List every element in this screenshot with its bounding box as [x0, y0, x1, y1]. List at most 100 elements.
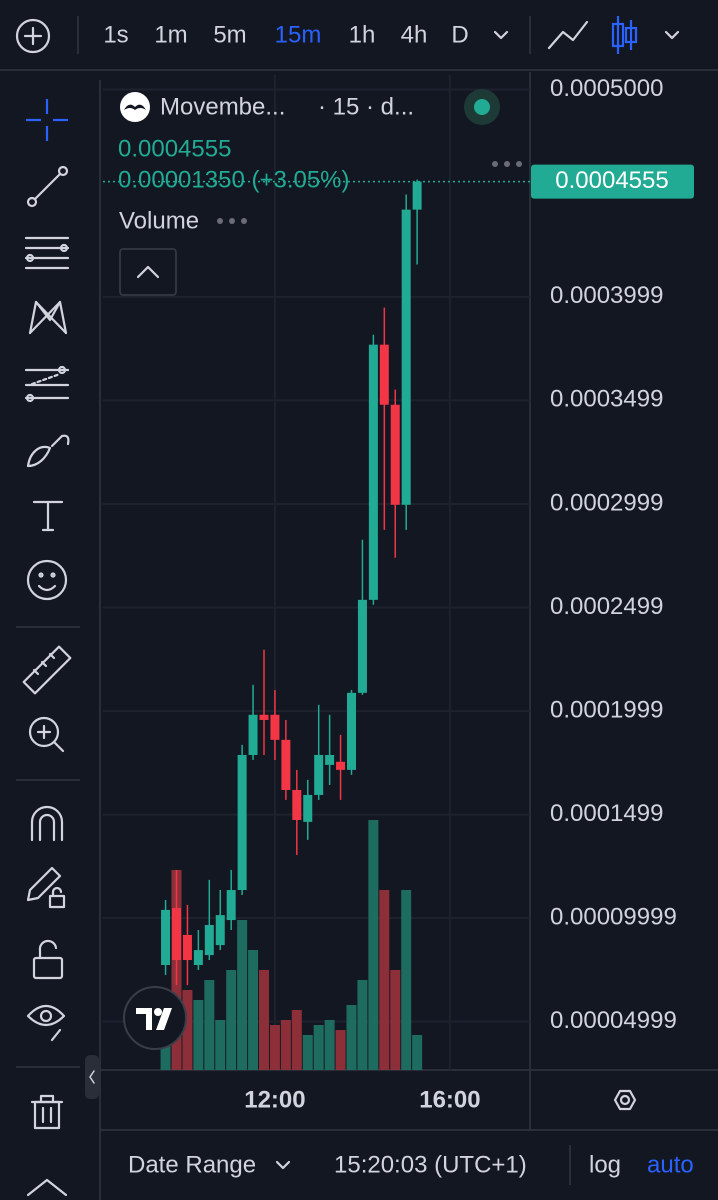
interval-button[interactable]: 15m: [275, 21, 322, 48]
prediction-tool[interactable]: [24, 365, 70, 403]
log-scale-button[interactable]: log: [589, 1151, 621, 1178]
last-price: 0.0004555: [103, 164, 694, 199]
add-symbol-button[interactable]: [15, 18, 51, 54]
zoom-tool[interactable]: [28, 716, 65, 753]
volume-legend: Volume: [119, 207, 199, 234]
volume-more[interactable]: [217, 218, 247, 224]
candle-body: [193, 950, 203, 965]
volume-bar: [204, 980, 215, 1070]
symbol-name[interactable]: Movembe...: [160, 93, 285, 120]
volume-bar: [269, 1025, 280, 1070]
candle-body: [412, 181, 422, 210]
volume-bar: [248, 950, 259, 1070]
last-price-tag: [531, 164, 694, 199]
candle-body: [172, 908, 181, 961]
clock: 15:20:03 (UTC+1): [334, 1151, 527, 1178]
pattern-tool[interactable]: [28, 300, 68, 335]
volume-bar: [226, 970, 237, 1070]
candle-body: [357, 599, 367, 693]
interval-button[interactable]: 4h: [401, 21, 428, 48]
candle-body: [161, 909, 171, 965]
chart-type-dropdown[interactable]: [664, 30, 680, 40]
volume-bar: [280, 1020, 291, 1070]
volume-bar: [324, 1020, 335, 1070]
volume-bar: [335, 1030, 346, 1070]
volume-bar: [390, 970, 401, 1070]
candle-body: [336, 761, 346, 770]
collapse-toolbar-button[interactable]: [85, 1055, 99, 1099]
chart-settings[interactable]: [613, 1089, 637, 1111]
y-tick-label: 0.0003499: [550, 386, 663, 413]
date-range-arrow: [275, 1160, 291, 1170]
volume-bar: [368, 820, 379, 1070]
tradingview-logo-mark: [136, 1008, 172, 1030]
top-bar: [0, 0, 718, 70]
lock-tool[interactable]: [32, 939, 64, 980]
tradingview-logo[interactable]: [123, 986, 187, 1050]
candle-body: [259, 714, 269, 720]
candle-body: [347, 692, 356, 770]
volume-bar: [346, 1005, 357, 1070]
volume-bar: [302, 1035, 313, 1070]
candle-body: [281, 739, 291, 790]
line-chart-button[interactable]: [547, 20, 589, 50]
x-tick-label: 12:00: [244, 1086, 305, 1113]
text-tool[interactable]: [32, 500, 64, 532]
y-tick-label: 0.0002999: [550, 489, 663, 516]
candle-body: [226, 890, 236, 921]
interval-dropdown[interactable]: [493, 30, 509, 40]
y-tick-label: 0.00004999: [550, 1007, 677, 1034]
magnet-tool[interactable]: [30, 805, 64, 842]
trend-line-tool[interactable]: [26, 165, 69, 208]
interval-button[interactable]: 1s: [103, 21, 128, 48]
volume-bar: [379, 890, 390, 1070]
volume-bar: [412, 1035, 423, 1070]
volume-bar: [401, 890, 412, 1070]
legend-more[interactable]: [492, 161, 522, 167]
visibility-tool[interactable]: [26, 1004, 66, 1042]
volume-pane: [160, 820, 423, 1070]
volume-bar: [215, 1020, 226, 1070]
lock-drawing-tool[interactable]: [26, 866, 66, 909]
candle-body: [215, 915, 225, 946]
volume-bar: [193, 1000, 204, 1070]
ruler-tool[interactable]: [22, 645, 72, 695]
interval-button[interactable]: D: [451, 21, 468, 48]
interval-button[interactable]: 5m: [213, 21, 246, 48]
y-tick-label: 0.0001499: [550, 800, 663, 827]
last-price-label: 0.0004555: [555, 167, 668, 194]
y-tick-label: 0.0001999: [550, 696, 663, 723]
candle-body: [270, 714, 280, 740]
x-tick-label: 16:00: [419, 1086, 480, 1113]
interval-button[interactable]: 1h: [349, 21, 376, 48]
candle-body: [390, 404, 400, 505]
y-tick-label: 0.00009999: [550, 903, 677, 930]
volume-bar: [259, 970, 269, 1070]
volume-bar: [237, 920, 248, 1070]
candle-chart-button[interactable]: [611, 16, 638, 54]
y-tick-label: 0.0003999: [550, 282, 663, 309]
date-range-button[interactable]: Date Range: [128, 1151, 256, 1178]
brush-tool[interactable]: [26, 434, 70, 468]
candles: [161, 179, 422, 986]
volume-bar: [313, 1025, 324, 1070]
auto-scale-button[interactable]: auto: [647, 1151, 694, 1178]
collapse-legend-arrow: [136, 265, 160, 279]
candle-body: [314, 754, 324, 795]
fib-tool[interactable]: [24, 236, 70, 270]
candle-body: [368, 344, 378, 600]
more-tools[interactable]: [26, 1178, 68, 1197]
collapse-legend-button[interactable]: [119, 248, 177, 296]
candle-body: [325, 754, 335, 765]
tradingview-logo-dot: [154, 1008, 162, 1016]
candle-body: [204, 925, 214, 956]
crosshair-tool[interactable]: [26, 99, 68, 141]
interval-button[interactable]: 1m: [154, 21, 187, 48]
candle-body: [292, 789, 302, 821]
emoji-tool[interactable]: [26, 559, 68, 601]
y-tick-label: 0.0005000: [550, 75, 663, 102]
delete-tool[interactable]: [30, 1094, 64, 1130]
volume-bar: [160, 1045, 171, 1070]
